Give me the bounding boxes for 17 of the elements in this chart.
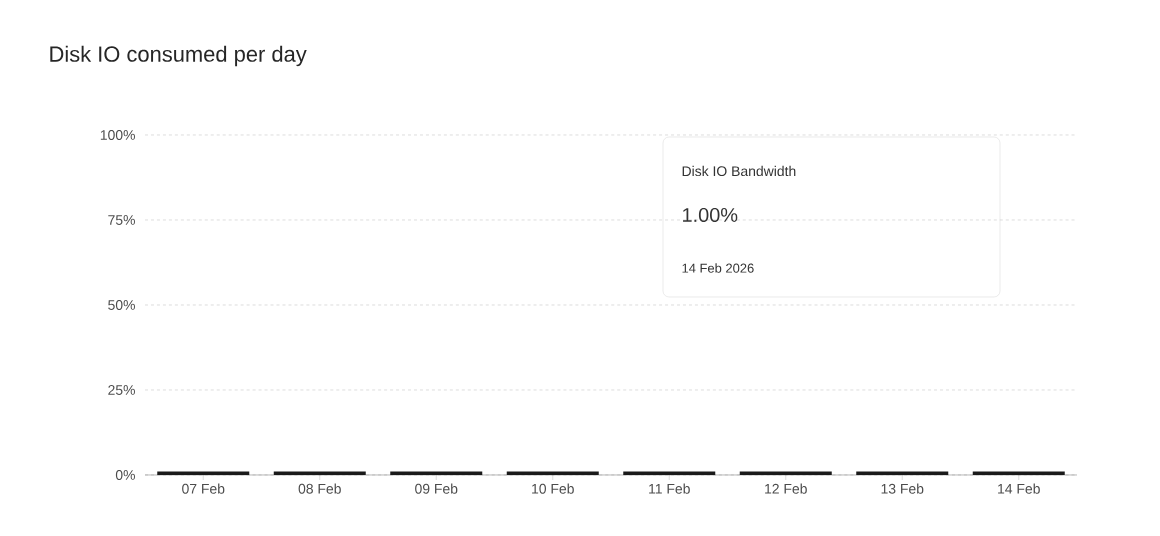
x-tick-label: 12 Feb bbox=[765, 483, 807, 494]
y-tick-label: 25% bbox=[108, 385, 135, 395]
x-tick-label: 13 Feb bbox=[881, 483, 924, 494]
x-tick-label: 07 Feb bbox=[182, 483, 225, 494]
x-tick-label: 10 Feb bbox=[532, 483, 574, 494]
y-tick-label: 100% bbox=[100, 130, 135, 140]
annotation: 1.00% bbox=[683, 207, 738, 223]
chart-title: Disk IO consumed per day bbox=[50, 45, 307, 67]
y-tick-label: 50% bbox=[108, 300, 135, 310]
x-tick-label: 14 Feb bbox=[998, 483, 1040, 494]
x-tick-label: 08 Feb bbox=[298, 483, 341, 494]
x-tick-label: 11 Feb bbox=[649, 483, 690, 494]
y-tick-label: 75% bbox=[108, 215, 135, 225]
x-tick-label: 09 Feb bbox=[415, 483, 458, 494]
y-tick-label: 0% bbox=[115, 470, 135, 480]
annotation: 14 Feb 2026 bbox=[682, 263, 754, 273]
annotation: Disk IO Bandwidth bbox=[682, 165, 796, 177]
